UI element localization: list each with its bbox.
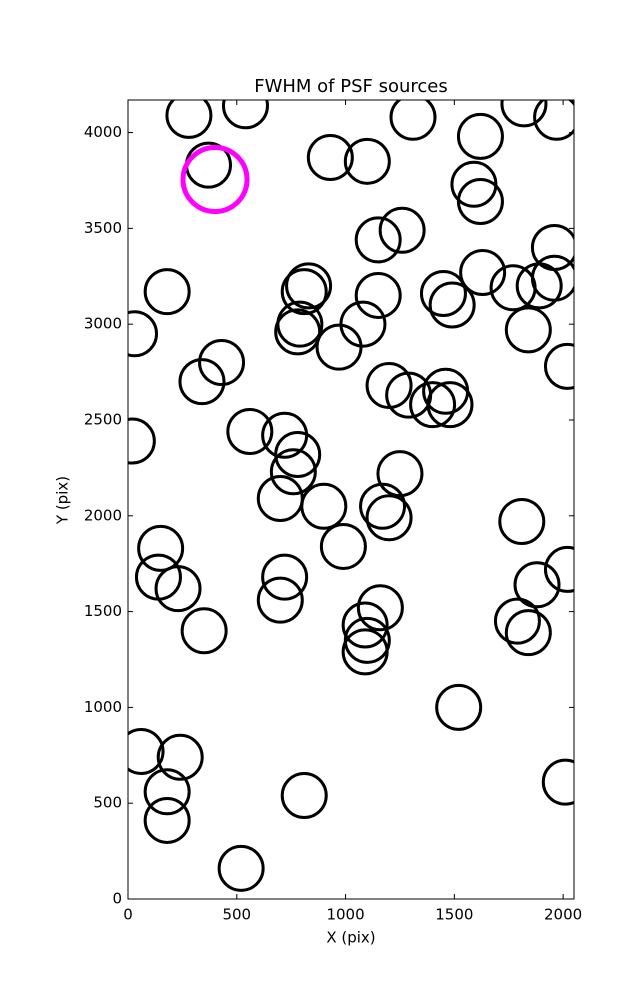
point (143, 768, 191, 816)
point (143, 796, 191, 844)
chart-title: FWHM of PSF sources (254, 76, 448, 97)
point (343, 137, 391, 185)
y-tick-label: 1500 (84, 602, 122, 620)
x-tick-label: 1500 (435, 906, 473, 924)
point (533, 100, 574, 141)
point (315, 323, 363, 371)
point (280, 268, 328, 316)
point (180, 607, 228, 655)
point (419, 270, 467, 318)
point (435, 683, 483, 731)
point (456, 112, 504, 160)
point (498, 498, 546, 546)
y-tick-label: 3500 (84, 219, 122, 237)
x-tick-label: 1000 (326, 906, 364, 924)
point (128, 727, 165, 775)
point (500, 100, 548, 128)
point (261, 553, 309, 601)
point (128, 417, 156, 465)
point (504, 609, 552, 657)
point (456, 178, 504, 226)
point (306, 133, 354, 181)
point (513, 561, 561, 609)
x-tick-label: 0 (123, 906, 133, 924)
point (339, 300, 387, 348)
point (541, 758, 574, 806)
point (354, 271, 402, 319)
point (285, 262, 333, 310)
point (530, 224, 574, 272)
point (493, 597, 541, 645)
point (178, 358, 226, 406)
point (409, 381, 457, 429)
y-tick-label: 2500 (84, 410, 122, 428)
point (128, 310, 159, 358)
point (198, 339, 246, 387)
point (504, 306, 552, 354)
point (217, 844, 265, 892)
point (376, 450, 424, 498)
y-tick-label: 3000 (84, 315, 122, 333)
point (226, 407, 274, 455)
point (143, 268, 191, 316)
point (137, 524, 185, 572)
x-tick-label: 2000 (544, 906, 582, 924)
y-tick-label: 4000 (84, 123, 122, 141)
y-tick-label: 0 (112, 890, 122, 908)
point (156, 733, 204, 781)
point (300, 482, 348, 530)
point (354, 216, 402, 264)
x-axis-label: X (pix) (326, 929, 375, 947)
point (269, 448, 317, 496)
point (359, 482, 407, 530)
point (389, 100, 437, 141)
point (543, 545, 574, 593)
point (256, 475, 304, 523)
point (543, 342, 574, 390)
y-axis-label: Y (pix) (54, 476, 72, 525)
point (165, 100, 213, 139)
y-tick-label: 1000 (84, 698, 122, 716)
point (221, 100, 269, 130)
point (154, 565, 202, 613)
point (530, 254, 574, 302)
y-tick-label: 500 (93, 794, 122, 812)
point (365, 494, 413, 542)
point (280, 772, 328, 820)
point (459, 248, 507, 296)
plot-frame (127, 99, 575, 900)
point (428, 281, 476, 329)
point (274, 430, 322, 478)
point (180, 145, 250, 215)
point (378, 206, 426, 254)
x-tick-label: 500 (222, 906, 251, 924)
point (356, 584, 404, 632)
point (341, 628, 389, 676)
point (319, 522, 367, 570)
plot-area (128, 100, 574, 892)
point (274, 308, 322, 356)
point (426, 381, 474, 429)
y-tick-label: 2000 (84, 506, 122, 524)
point (341, 601, 389, 649)
point (256, 576, 304, 624)
